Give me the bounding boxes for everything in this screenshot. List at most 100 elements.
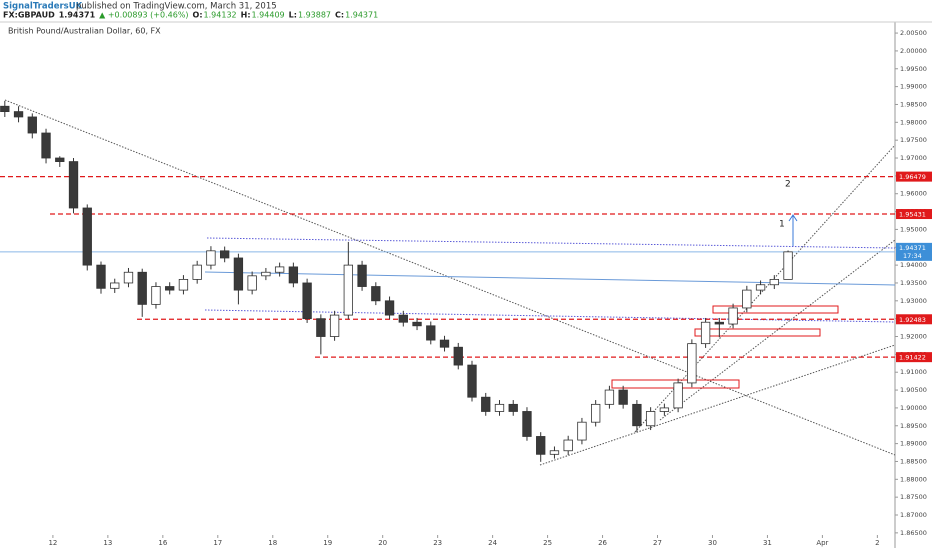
last-price-label: 1.94371 — [899, 244, 926, 252]
y-tick-label: 1.99000 — [900, 83, 927, 91]
zone-box — [712, 305, 839, 314]
level-tag — [896, 209, 932, 220]
y-tick-label: 1.87500 — [900, 493, 927, 501]
x-tick-label: Apr — [816, 539, 828, 547]
quote-text: O: — [193, 11, 203, 20]
candle-body — [178, 278, 189, 291]
candle-body — [371, 286, 381, 302]
annotation: 1 — [779, 220, 785, 230]
author: SignalTradersUK — [3, 2, 83, 12]
candle-body — [453, 346, 463, 366]
x-tick-label: 20 — [378, 539, 387, 547]
candle-body — [522, 411, 532, 437]
candle-body — [384, 300, 395, 316]
trendline — [206, 237, 896, 249]
candle-body — [618, 389, 628, 405]
level-label: 1.92483 — [899, 316, 926, 324]
candle-body — [96, 264, 106, 289]
arrow-head — [788, 214, 798, 222]
candle-body — [261, 271, 271, 277]
candle-body — [343, 264, 353, 316]
x-tick-label: 23 — [433, 539, 442, 547]
drawings — [4, 99, 896, 466]
candle-body — [316, 318, 326, 337]
chart-title: British Pound/Australian Dollar, 60, FX — [8, 27, 161, 36]
candle-body — [192, 264, 202, 280]
x-tick-label: 13 — [103, 539, 112, 547]
zone-box — [694, 328, 821, 337]
candle-body — [687, 343, 697, 384]
x-tick-label: 2 — [875, 539, 879, 547]
x-tick-label: 26 — [598, 539, 607, 547]
y-tick-label: 1.94000 — [900, 261, 927, 269]
candle-body — [206, 250, 216, 266]
quote-text: 1.94409 — [252, 11, 285, 20]
quote-text: C: — [335, 11, 344, 20]
candle-body — [755, 284, 766, 291]
candle-body — [549, 450, 560, 455]
y-tick-label: 1.99500 — [900, 65, 927, 73]
candle-body — [288, 266, 299, 284]
quote-text: H: — [241, 11, 251, 20]
candle-body — [632, 403, 642, 427]
x-tick-label: 30 — [708, 539, 717, 547]
candle-body — [700, 321, 711, 345]
y-tick-label: 1.87000 — [900, 511, 927, 519]
candle-body — [0, 105, 10, 113]
x-tick-label: 19 — [323, 539, 332, 547]
y-tick-label: 2.00500 — [900, 29, 927, 37]
candle-body — [714, 321, 725, 325]
candle-body — [398, 314, 408, 323]
y-tick-label: 1.98000 — [900, 118, 927, 126]
candle-body — [123, 271, 134, 284]
y-tick-label: 1.97500 — [900, 136, 927, 144]
candle-body — [591, 403, 601, 423]
y-tick-label: 1.90000 — [900, 404, 927, 412]
candle-body — [151, 286, 161, 305]
candle-body — [82, 207, 92, 266]
candle-body — [137, 271, 147, 305]
y-tick-label: 2.00000 — [900, 47, 927, 55]
y-tick-label: 1.98500 — [900, 100, 927, 108]
candle-body — [673, 382, 683, 409]
x-tick-label: 18 — [268, 539, 277, 547]
candle-body — [439, 339, 450, 348]
candle-body — [659, 407, 670, 412]
x-tick-label: 25 — [543, 539, 552, 547]
candle-body — [274, 266, 285, 273]
level-label: 1.95431 — [899, 211, 926, 219]
x-tick-label: 16 — [158, 539, 167, 547]
x-tick-label: 17 — [213, 539, 222, 547]
y-tick-label: 1.92000 — [900, 333, 927, 341]
y-tick-label: 1.88000 — [900, 475, 927, 483]
candle-body — [302, 282, 312, 320]
candle-body — [508, 403, 518, 412]
candle-body — [742, 289, 752, 309]
y-tick-label: 1.89000 — [900, 440, 927, 448]
candle-body — [110, 282, 120, 289]
candle-body — [426, 325, 436, 341]
y-tick-label: 1.88500 — [900, 457, 927, 465]
candle-body — [604, 389, 615, 405]
y-tick-label: 1.96000 — [900, 190, 927, 198]
level-label: 1.91422 — [899, 354, 926, 362]
candle-body — [467, 364, 477, 398]
level-tag — [896, 314, 932, 325]
y-tick-label: 1.91000 — [900, 368, 927, 376]
candle-body — [577, 421, 587, 441]
y-tick-label: 1.93500 — [900, 279, 927, 287]
y-tick-label: 1.93000 — [900, 297, 927, 305]
candle-body — [55, 157, 65, 162]
candle-body — [357, 264, 367, 287]
candle-body — [27, 116, 37, 134]
candle-body — [536, 436, 546, 455]
quote-text: 1.94371 — [59, 11, 96, 20]
level-tag — [896, 352, 932, 363]
trendline — [539, 344, 896, 466]
x-tick-label: 12 — [48, 539, 57, 547]
x-tick-label: 27 — [653, 539, 662, 547]
last-price-time: 17:34 — [903, 252, 922, 260]
trendline — [659, 239, 896, 421]
x-tick-label: 24 — [488, 539, 497, 547]
